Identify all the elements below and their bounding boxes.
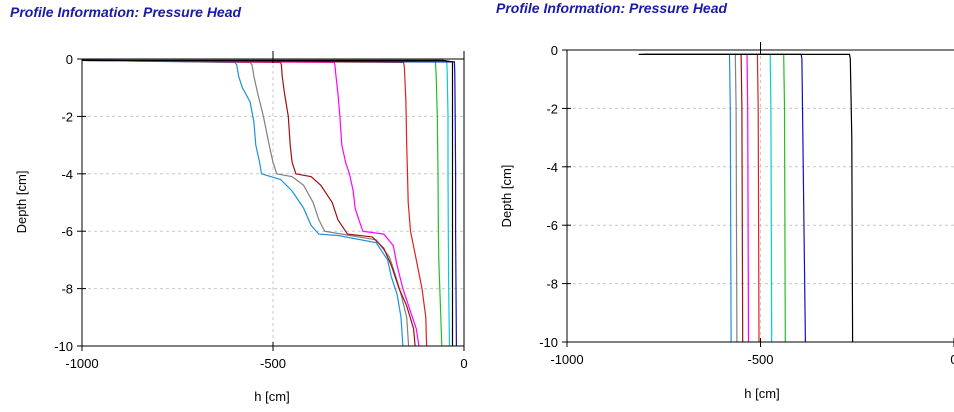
x-tick-label: -500 (260, 356, 286, 371)
series-line-1 (82, 59, 404, 346)
series-line-8 (82, 59, 457, 346)
series-line-8 (642, 53, 806, 342)
chart-left: 0 -2 -4 -6 -8 -10 -1000 -500 0 h [cm] Depth [cm] (14, 51, 468, 404)
series-line-4 (642, 53, 750, 342)
x-axis-label: h [cm] (744, 386, 779, 401)
y-tick-label: -2 (61, 109, 73, 124)
series-line-4 (82, 59, 420, 346)
series-line-3 (82, 59, 416, 346)
y-tick-label: 0 (66, 52, 73, 67)
left-chart-title: Profile Information: Pressure Head (10, 4, 242, 20)
series-line-9 (82, 59, 454, 346)
series-line-6 (642, 53, 773, 342)
x-tick-label: -500 (747, 352, 773, 367)
series-line-2 (642, 53, 738, 342)
right-chart-title: Profile Information: Pressure Head (496, 0, 728, 16)
series-group (638, 53, 854, 342)
x-tick-label: 0 (460, 356, 467, 371)
series-line-3 (642, 53, 744, 342)
series-line-7 (82, 59, 451, 346)
series-line-5 (82, 59, 428, 346)
y-tick-label: -2 (546, 101, 558, 116)
y-tick-label: -8 (61, 282, 73, 297)
chart-right: 0 -2 -4 -6 -8 -10 -1000 -500 0 h [cm] Depth [cm] (499, 42, 954, 401)
x-axis-label: h [cm] (254, 389, 289, 404)
x-tick-label: -1000 (65, 356, 98, 371)
series-line-9 (638, 53, 854, 342)
y-tick-label: -6 (61, 224, 73, 239)
y-tick-label: -10 (54, 339, 73, 354)
x-tick-label: -1000 (550, 352, 583, 367)
series-line-1 (642, 53, 732, 342)
y-tick-label: -8 (546, 277, 558, 292)
y-tick-label: -4 (546, 160, 558, 175)
series-line-2 (82, 59, 410, 346)
x-tick-label: 0 (950, 352, 954, 367)
y-tick-label: -6 (546, 218, 558, 233)
series-line-7 (642, 53, 786, 342)
y-axis-label: Depth [cm] (499, 165, 514, 228)
series-line-6 (82, 59, 443, 346)
y-tick-label: -10 (539, 335, 558, 350)
y-axis-label: Depth [cm] (14, 171, 29, 234)
series-group (82, 59, 457, 346)
y-tick-label: -4 (61, 167, 73, 182)
y-tick-label: 0 (551, 43, 558, 58)
